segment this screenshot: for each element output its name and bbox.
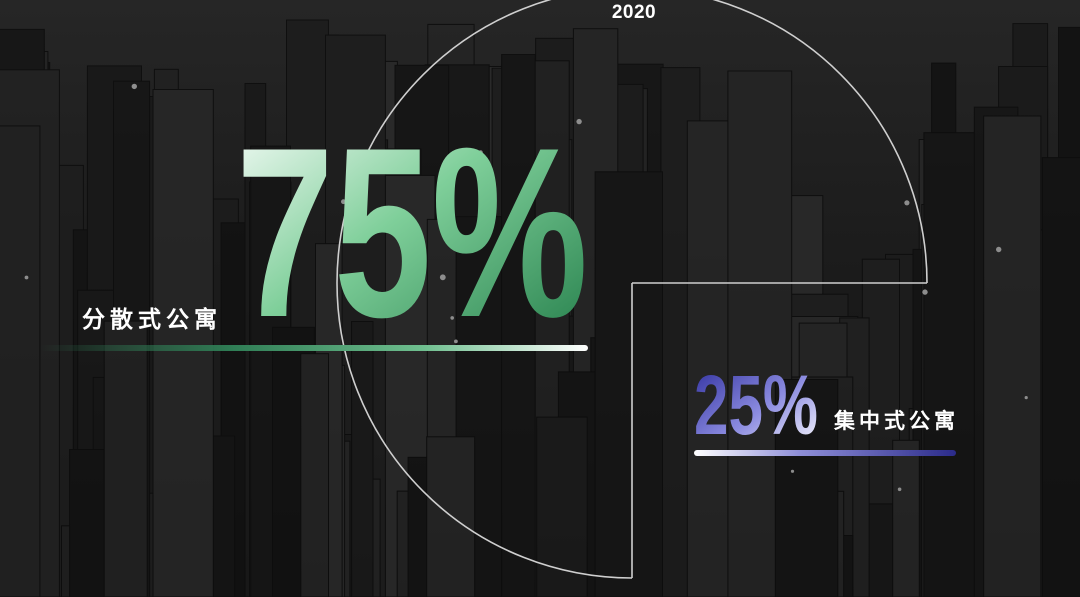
window-light (904, 200, 910, 206)
chart-title-year: 2020 (611, 2, 657, 23)
building (1041, 157, 1080, 597)
slice-label-concentrated: 集中式公寓 (834, 409, 959, 433)
svg-text:25%: 25% (694, 358, 818, 452)
window-light (996, 246, 1002, 253)
building (594, 171, 663, 597)
window-light (576, 118, 582, 125)
building (923, 132, 981, 597)
building (152, 89, 214, 597)
window-light (790, 469, 795, 473)
window-light (478, 150, 483, 155)
building (892, 439, 920, 597)
window-light (24, 275, 29, 280)
building (501, 54, 536, 597)
building (103, 320, 148, 597)
window-light (450, 316, 455, 320)
pie-outline-75-slice (336, 0, 928, 579)
underline-distributed (40, 345, 588, 351)
slice-label-distributed: 分散式公寓 (82, 307, 222, 333)
building (300, 353, 329, 597)
underline-concentrated (694, 450, 956, 456)
window-light (922, 289, 928, 295)
window-light (897, 487, 902, 492)
building (0, 125, 41, 597)
window-light (131, 83, 137, 90)
window-light (341, 199, 346, 205)
building (774, 379, 839, 597)
window-light (1024, 396, 1028, 400)
window-light (439, 274, 446, 281)
building (426, 436, 476, 597)
building (983, 115, 1042, 597)
window-light (454, 339, 458, 344)
slice-value-distributed: 75% (236, 98, 588, 368)
slice-value-concentrated: 25% (694, 358, 818, 452)
svg-text:75%: 75% (236, 98, 588, 368)
building (536, 416, 588, 597)
